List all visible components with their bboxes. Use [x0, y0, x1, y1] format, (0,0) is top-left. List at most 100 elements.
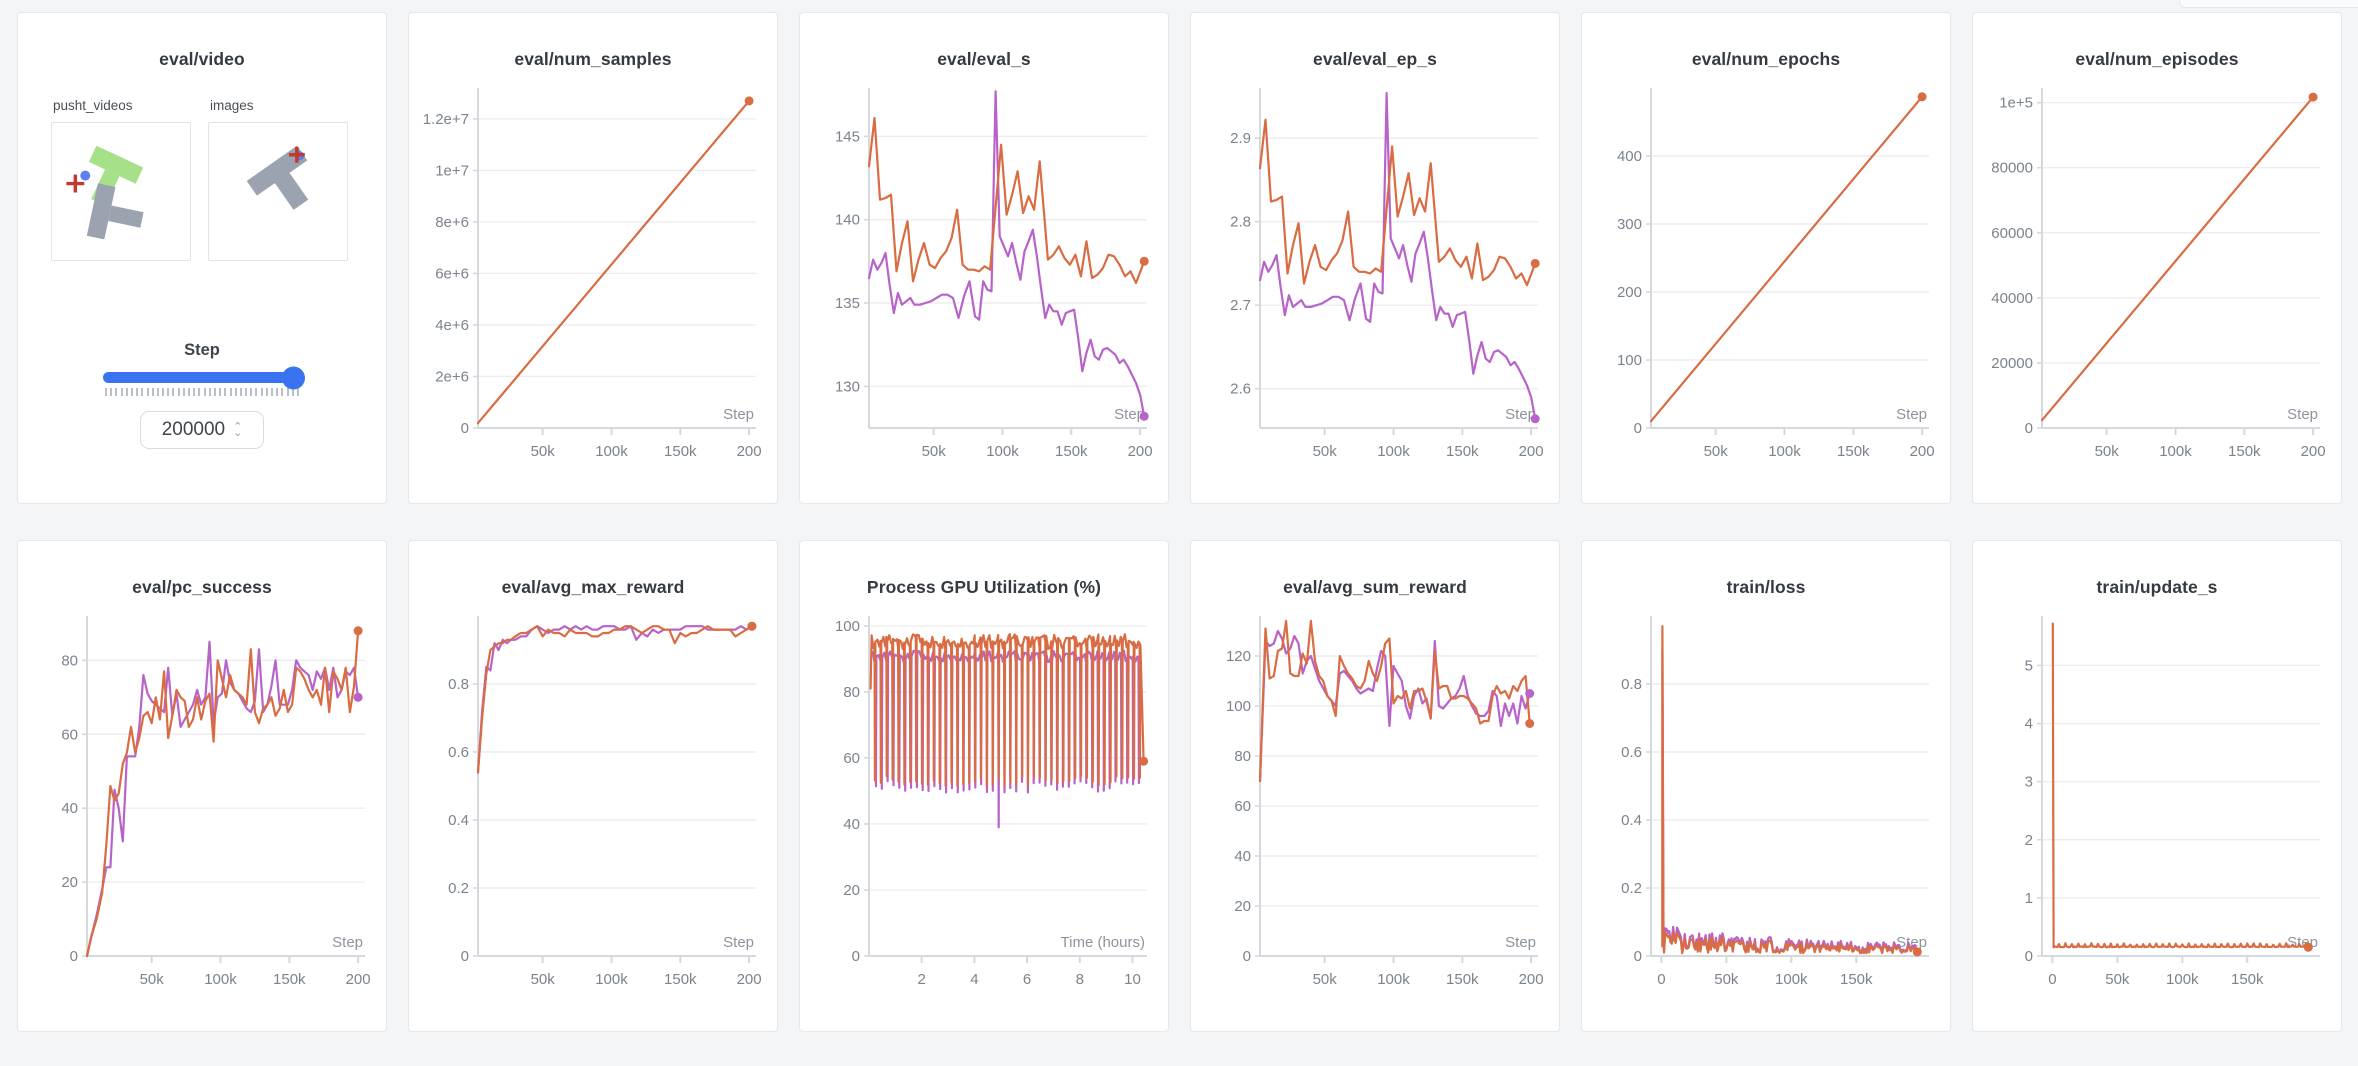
svg-text:100: 100 [835, 618, 860, 635]
chart-train-loss[interactable]: 0 0.2 0.4 0.6 0.8 0 50k 100k 150k Step [1591, 602, 1941, 1006]
panel-process-gpu-utilization: Process GPU Utilization (%) 0 20 40 60 80 100… [799, 540, 1169, 1032]
svg-text:200: 200 [1128, 443, 1153, 460]
svg-text:300: 300 [1617, 216, 1642, 233]
svg-text:40000: 40000 [1991, 290, 2033, 307]
svg-text:100k: 100k [595, 443, 628, 460]
svg-text:50k: 50k [140, 971, 165, 988]
chart-eval-eval-ep-s[interactable]: 2.6 2.7 2.8 2.9 50k 100k 150k 200 Step [1200, 74, 1550, 478]
svg-text:150k: 150k [1446, 971, 1479, 988]
chart-eval-avg-max-reward[interactable]: 0 0.2 0.4 0.6 0.8 50k 100k 150k 200 Step [418, 602, 768, 1006]
chart-title-eval-pc-success: eval/pc_success [132, 577, 272, 597]
panel-eval-avg-sum-reward: eval/avg_sum_reward 0 20 40 60 80 100 120 50k 10… [1190, 540, 1560, 1032]
svg-text:50k: 50k [1313, 443, 1338, 460]
gray-t-shape [86, 183, 144, 240]
svg-text:20: 20 [61, 874, 78, 891]
svg-text:50k: 50k [1714, 971, 1739, 988]
panel-train-loss: train/loss 0 0.2 0.4 0.6 0.8 0 50k 100k 150k Step [1581, 540, 1951, 1032]
svg-text:200: 200 [737, 971, 762, 988]
svg-text:80: 80 [843, 684, 860, 701]
svg-text:Step: Step [1505, 406, 1536, 423]
svg-text:135: 135 [835, 295, 860, 312]
svg-text:6: 6 [1023, 971, 1031, 988]
chart-eval-avg-sum-reward[interactable]: 0 20 40 60 80 100 120 50k 100k 150k 200 Step [1200, 602, 1550, 1006]
gray-t-shape [246, 145, 309, 210]
step-up-icon[interactable]: ⌃ [233, 421, 243, 433]
svg-text:200: 200 [2301, 443, 2326, 460]
svg-text:80: 80 [61, 652, 78, 669]
chart-title-eval-avg-sum-reward: eval/avg_sum_reward [1283, 577, 1467, 597]
step-value[interactable]: 200000 [161, 419, 226, 440]
svg-text:100k: 100k [204, 971, 237, 988]
chart-eval-eval-s[interactable]: 130 135 140 145 50k 100k 150k 200 Step [809, 74, 1159, 478]
svg-text:50k: 50k [531, 971, 556, 988]
media-pusht-videos: pusht_videos [51, 98, 191, 261]
svg-text:150k: 150k [2228, 443, 2261, 460]
media-row: pusht_videos [51, 98, 386, 261]
svg-text:200: 200 [1910, 443, 1935, 460]
chart-process-gpu-utilization[interactable]: 0 20 40 60 80 100 2 4 6 8 10 Time (hours) [809, 602, 1159, 1006]
step-slider-label: Step [184, 341, 220, 359]
step-slider[interactable] [103, 366, 305, 396]
svg-text:Step: Step [1505, 934, 1536, 951]
svg-text:150k: 150k [664, 443, 697, 460]
chart-title-eval-num-epochs: eval/num_epochs [1691, 49, 1841, 69]
panel-eval-eval-s: eval/eval_s 130 135 140 145 50k 100k 150k 200 St… [799, 12, 1169, 504]
svg-text:10: 10 [1124, 971, 1141, 988]
svg-text:80: 80 [1234, 748, 1251, 765]
svg-text:Step: Step [1896, 934, 1927, 951]
chart-eval-num-episodes[interactable]: 0 20000 40000 60000 80000 1e+5 50k 100k 150k 200 S… [1982, 74, 2332, 478]
svg-text:40: 40 [843, 816, 860, 833]
step-value-input[interactable]: 200000 ⌃ ⌄ [140, 411, 264, 449]
step-slider-thumb[interactable] [282, 366, 305, 389]
panel-eval-num-episodes: eval/num_episodes 0 20000 40000 60000 80000 1… [1972, 12, 2342, 504]
svg-text:120: 120 [1226, 648, 1251, 665]
svg-text:Step: Step [2287, 406, 2318, 423]
svg-text:40: 40 [1234, 848, 1251, 865]
chart-eval-pc-success[interactable]: 0 20 40 60 80 50k 100k 150k 200 Step [27, 602, 377, 1006]
chart-title-train-update-s: train/update_s [2096, 577, 2218, 597]
svg-text:4e+6: 4e+6 [435, 317, 469, 334]
svg-text:4: 4 [2025, 716, 2033, 733]
svg-text:0: 0 [1657, 971, 1665, 988]
svg-text:50k: 50k [531, 443, 556, 460]
svg-text:0: 0 [461, 948, 469, 965]
chart-title-process-gpu-utilization: Process GPU Utilization (%) [866, 577, 1102, 597]
step-slider-track[interactable] [103, 366, 305, 389]
svg-text:2.9: 2.9 [1230, 130, 1251, 147]
svg-text:150k: 150k [2231, 971, 2264, 988]
svg-text:0: 0 [2025, 420, 2033, 437]
media-label-pusht-videos: pusht_videos [53, 98, 133, 113]
svg-text:0.4: 0.4 [448, 812, 469, 829]
media-label-images: images [210, 98, 254, 113]
svg-text:0: 0 [1634, 420, 1642, 437]
panel-eval-pc-success: eval/pc_success 0 20 40 60 80 50k 100k 150k 200 S… [17, 540, 387, 1032]
svg-text:Step: Step [1896, 406, 1927, 423]
chart-eval-num-epochs[interactable]: 0 100 200 300 400 50k 100k 150k 200 Step [1591, 74, 1941, 478]
svg-text:1e+7: 1e+7 [435, 162, 469, 179]
agent-dot [80, 170, 91, 181]
svg-text:2: 2 [918, 971, 926, 988]
svg-text:100: 100 [1226, 698, 1251, 715]
step-down-icon[interactable]: ⌄ [233, 427, 243, 439]
svg-text:0.2: 0.2 [448, 880, 469, 897]
svg-text:100: 100 [1617, 352, 1642, 369]
svg-text:Step: Step [332, 934, 363, 951]
svg-text:0: 0 [1243, 948, 1251, 965]
svg-text:100k: 100k [1377, 443, 1410, 460]
images-thumbnail[interactable] [208, 122, 348, 261]
chart-train-update-s[interactable]: 0 1 2 3 4 5 0 50k 100k 150k Step [1982, 602, 2332, 1006]
stepper-arrows-icon[interactable]: ⌃ ⌄ [233, 421, 243, 439]
svg-text:0: 0 [1634, 948, 1642, 965]
svg-text:3: 3 [2025, 774, 2033, 791]
svg-text:2e+6: 2e+6 [435, 368, 469, 385]
svg-text:Step: Step [723, 406, 754, 423]
pusht-videos-thumbnail[interactable] [51, 122, 191, 261]
svg-text:100k: 100k [986, 443, 1019, 460]
chart-eval-num-samples[interactable]: 0 2e+6 4e+6 6e+6 8e+6 1e+7 1.2e+7 50k 100k 150k 20… [418, 74, 768, 478]
chart-title-eval-avg-max-reward: eval/avg_max_reward [501, 577, 685, 597]
pusht-video-frame [66, 145, 144, 240]
svg-text:Step: Step [723, 934, 754, 951]
svg-text:150k: 150k [1840, 971, 1873, 988]
svg-text:200: 200 [1617, 284, 1642, 301]
svg-text:20: 20 [843, 882, 860, 899]
